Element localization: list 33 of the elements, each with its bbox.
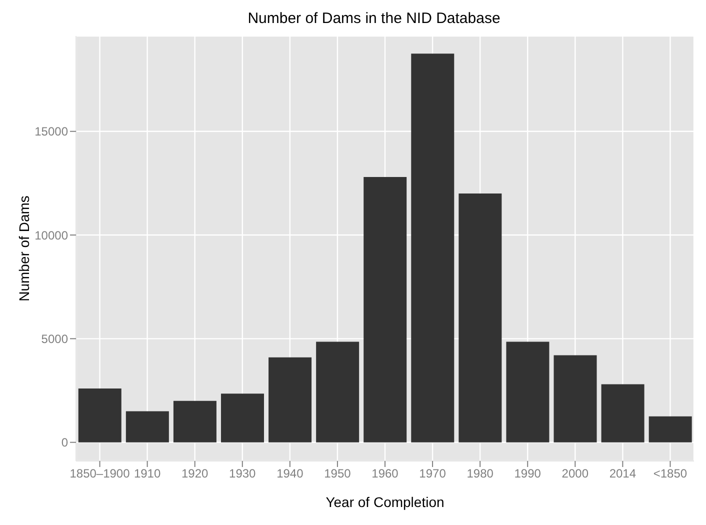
- x-tick-label: 1920: [181, 466, 209, 481]
- y-tick-label: 0: [61, 436, 68, 450]
- bar: [458, 194, 502, 442]
- x-axis-title: Year of Completion: [326, 494, 444, 510]
- x-tick-label: 1850–1900: [70, 466, 130, 481]
- y-tick-label: 5000: [41, 332, 68, 346]
- x-tick-label: 1980: [466, 466, 494, 481]
- bar: [554, 355, 597, 442]
- bar: [411, 54, 454, 442]
- chart-title: Number of Dams in the NID Database: [246, 10, 502, 27]
- bar: [506, 342, 550, 442]
- bar: [126, 411, 169, 442]
- bar: [268, 357, 312, 442]
- x-tick-label: 1910: [134, 466, 161, 481]
- bar: [316, 342, 360, 442]
- y-axis-title: Number of Dams: [16, 196, 32, 302]
- x-tick-label: <1850: [653, 466, 688, 481]
- x-tick-label: 1930: [229, 466, 256, 481]
- y-tick-label: 10000: [34, 228, 68, 242]
- bar: [648, 416, 692, 442]
- x-tick-label: 1970: [419, 466, 446, 481]
- bar: [220, 394, 264, 442]
- bar: [601, 384, 644, 442]
- x-tick-label: 2000: [562, 466, 589, 481]
- x-tick-label: 1950: [324, 466, 352, 481]
- x-tick-label: 2014: [609, 466, 636, 481]
- x-tick-label: 1990: [514, 466, 542, 481]
- x-tick-label: 1960: [372, 466, 399, 481]
- x-tick-label: 1940: [276, 466, 304, 481]
- bar: [364, 176, 407, 442]
- y-tick-label: 15000: [34, 124, 68, 139]
- bar: [173, 400, 216, 442]
- bar: [78, 388, 122, 442]
